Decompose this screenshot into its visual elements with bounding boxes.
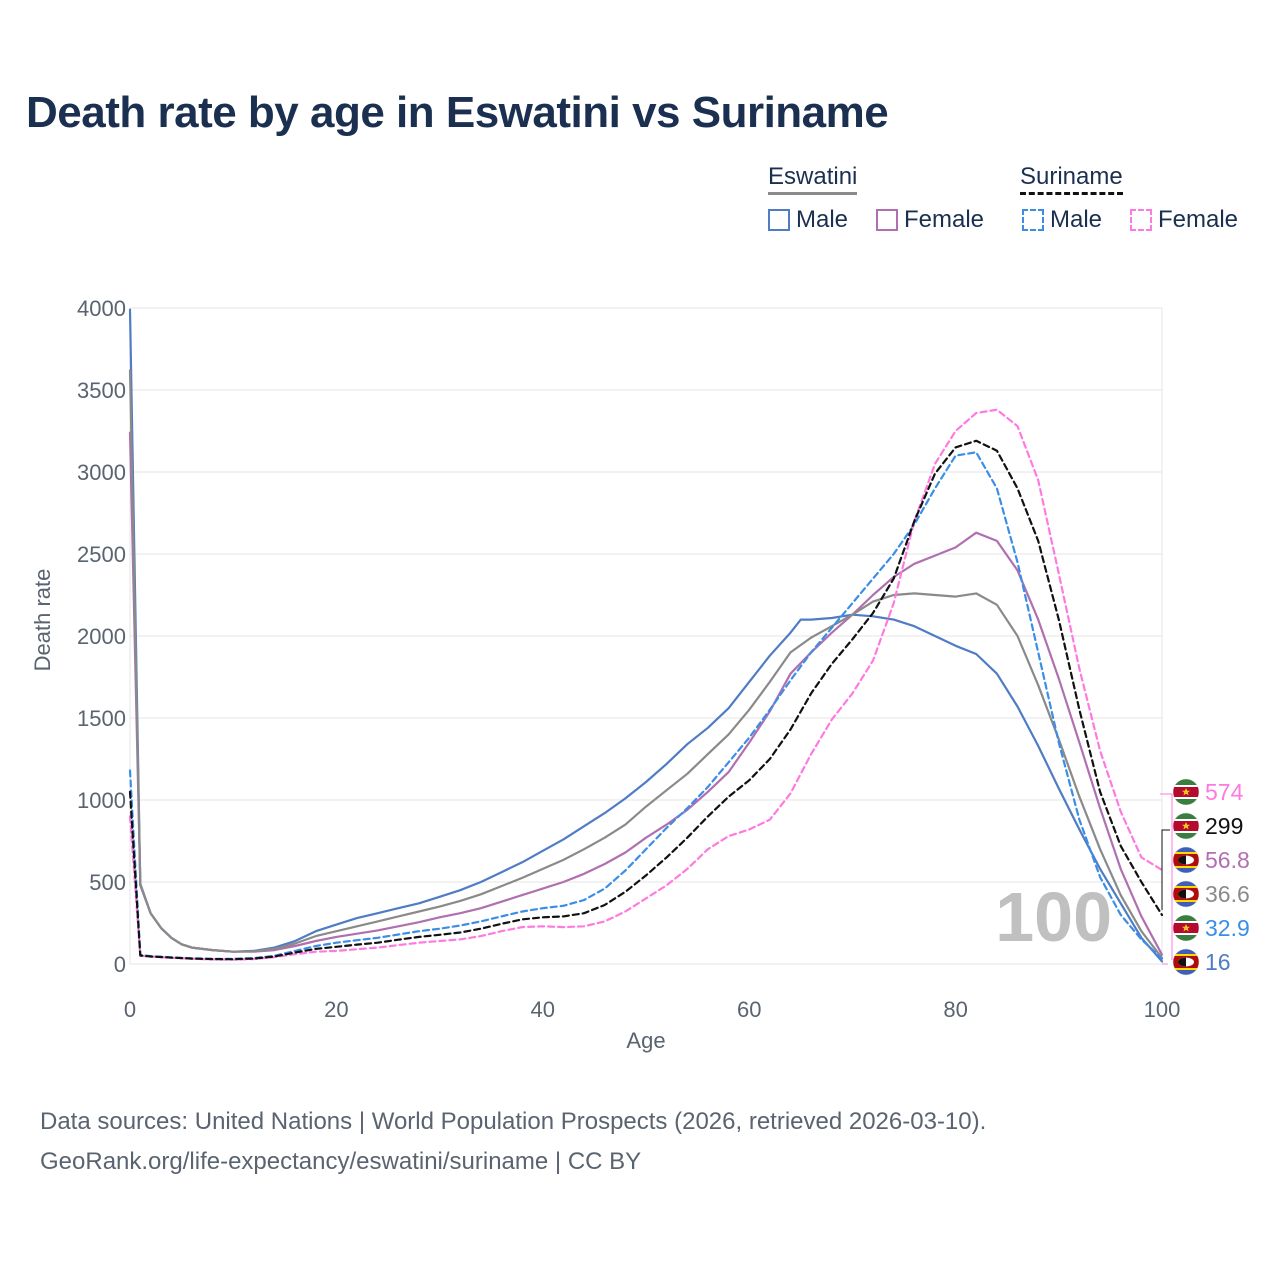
source-line-1: Data sources: United Nations | World Pop… xyxy=(40,1108,987,1135)
legend-item-eswatini-female[interactable]: Female xyxy=(876,204,984,236)
series-line-eswatini-total[interactable] xyxy=(128,369,1164,960)
suriname-flag-icon xyxy=(1172,914,1200,942)
legend-group-line xyxy=(768,192,858,195)
legend-item-suriname-female[interactable]: Female xyxy=(1130,204,1238,236)
legend-item-label: Male xyxy=(1050,206,1103,233)
legend-item-suriname-male[interactable]: Male xyxy=(1022,204,1102,236)
legend-group-label: Suriname xyxy=(1020,163,1123,190)
eswatini-flag-icon xyxy=(1172,880,1200,908)
legend-swatch xyxy=(876,209,898,231)
legend-group-label: Eswatini xyxy=(768,163,858,190)
y-tick-label: 3500 xyxy=(77,378,126,403)
chart-title: Death rate by age in Eswatini vs Surinam… xyxy=(26,88,889,137)
age-annotation: 100 xyxy=(995,878,1112,956)
legend-swatch xyxy=(1130,209,1152,231)
legend-item-label: Male xyxy=(796,206,849,233)
y-tick-label: 2500 xyxy=(77,542,126,567)
series-line-suriname-male[interactable] xyxy=(128,451,1164,960)
legend-swatch xyxy=(1022,209,1044,231)
legend-group-eswatini[interactable]: Eswatini xyxy=(768,163,858,195)
legend-item-label: Female xyxy=(1158,206,1239,233)
x-tick-label: 20 xyxy=(324,997,348,1022)
y-tick-label: 4000 xyxy=(77,296,126,321)
end-label-value: 36.6 xyxy=(1205,881,1250,907)
legend-group-line xyxy=(1020,192,1123,195)
label-connector xyxy=(1160,793,1173,965)
grid-lines xyxy=(129,307,1163,965)
series-lines xyxy=(128,308,1164,963)
eswatini-flag-icon xyxy=(1172,846,1200,874)
x-tick-label: 40 xyxy=(531,997,555,1022)
legend-group-suriname[interactable]: Suriname xyxy=(1020,163,1123,195)
suriname-flag-icon xyxy=(1172,812,1200,840)
suriname-flag-icon xyxy=(1172,778,1200,806)
legend-swatch xyxy=(768,209,790,231)
x-tick-label: 100 xyxy=(1144,997,1181,1022)
end-label-value: 299 xyxy=(1205,813,1243,839)
legend-item-eswatini-male[interactable]: Male xyxy=(768,204,848,236)
end-label-value: 56.8 xyxy=(1205,847,1250,873)
axes: 0 500 1000 1500 2000 2500 3000 3500 4000 0 20 40 60 8… xyxy=(77,296,1180,1022)
end-label-value: 574 xyxy=(1205,779,1244,805)
legend-item-label: Female xyxy=(904,206,985,233)
x-tick-label: 80 xyxy=(943,997,967,1022)
x-tick-label: 0 xyxy=(124,997,136,1022)
eswatini-flag-icon xyxy=(1172,948,1200,976)
x-axis-label: Age xyxy=(626,1028,665,1053)
label-connector xyxy=(1161,829,1170,910)
y-tick-label: 2000 xyxy=(77,624,126,649)
series-line-suriname-total[interactable] xyxy=(128,439,1164,961)
end-label-value: 16 xyxy=(1205,949,1231,975)
y-tick-label: 500 xyxy=(89,870,126,895)
line-chart: 100 0 500 1000 1500 2000 2500 3000 3500 4000 0 20 4… xyxy=(30,296,1250,1053)
series-line-suriname-female[interactable] xyxy=(128,408,1164,961)
y-axis-label: Death rate xyxy=(30,569,55,672)
y-tick-label: 0 xyxy=(114,952,126,977)
source-line-2[interactable]: GeoRank.org/life-expectancy/eswatini/sur… xyxy=(40,1148,642,1175)
end-label-value: 32.9 xyxy=(1205,915,1250,941)
y-tick-label: 3000 xyxy=(77,460,126,485)
x-tick-label: 60 xyxy=(737,997,761,1022)
end-labels: 574 299 56.8 36.6 32.9 16 xyxy=(1160,778,1250,976)
y-tick-label: 1500 xyxy=(77,706,126,731)
y-tick-label: 1000 xyxy=(77,788,126,813)
